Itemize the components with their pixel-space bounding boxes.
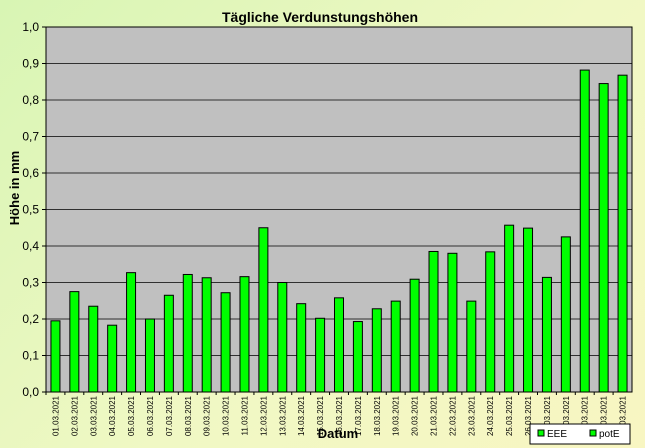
x-tick-label: 23.03.2021 bbox=[467, 395, 476, 436]
bar bbox=[258, 227, 269, 393]
x-tick-label: 03.03.2021 bbox=[89, 395, 98, 436]
y-tick-label: 0,3 bbox=[22, 276, 39, 290]
x-tick-label: 12.03.2021 bbox=[259, 395, 268, 436]
bar bbox=[296, 303, 307, 393]
x-tick-label: 31.03.2021 bbox=[619, 395, 628, 436]
legend-swatch-pote bbox=[589, 429, 597, 437]
legend-label-eee: EEE bbox=[547, 429, 567, 440]
x-tick-label: 07.03.2021 bbox=[165, 395, 174, 436]
x-tick-label: 10.03.2021 bbox=[222, 395, 231, 436]
y-tick-label: 0,4 bbox=[22, 239, 39, 253]
x-tick-label: 22.03.2021 bbox=[448, 395, 457, 436]
bar bbox=[371, 308, 382, 393]
x-tick-label: 05.03.2021 bbox=[127, 395, 136, 436]
x-tick-label: 14.03.2021 bbox=[297, 395, 306, 436]
bar bbox=[239, 276, 250, 393]
x-tick-label: 20.03.2021 bbox=[411, 395, 420, 436]
legend: EEE potE bbox=[529, 423, 631, 445]
x-tick-label: 06.03.2021 bbox=[146, 395, 155, 436]
x-tick-label: 11.03.2021 bbox=[240, 395, 249, 435]
x-axis-label: Datum bbox=[318, 426, 358, 441]
x-tick-label: 04.03.2021 bbox=[108, 395, 117, 436]
y-axis-label: Höhe in mm bbox=[7, 151, 22, 225]
x-tick-label: 02.03.2021 bbox=[70, 395, 79, 436]
x-tick-label: 09.03.2021 bbox=[203, 395, 212, 436]
bar bbox=[560, 236, 571, 393]
bar bbox=[504, 224, 515, 393]
y-tick-label: 0,7 bbox=[22, 130, 39, 144]
bar bbox=[523, 227, 534, 393]
bar bbox=[598, 83, 609, 393]
y-tick-label: 0,6 bbox=[22, 166, 39, 180]
x-tick-label: 19.03.2021 bbox=[392, 395, 401, 436]
x-tick-label: 08.03.2021 bbox=[184, 395, 193, 436]
bar bbox=[182, 273, 193, 393]
bar bbox=[201, 277, 212, 393]
y-tick-label: 0,2 bbox=[22, 312, 39, 326]
x-tick-label: 27.03.2021 bbox=[543, 395, 552, 436]
bar bbox=[485, 251, 496, 393]
x-tick-label: 13.03.2021 bbox=[278, 395, 287, 436]
x-tick-label: 15.03.2021 bbox=[316, 395, 325, 436]
y-tick-label: 0,9 bbox=[22, 57, 39, 71]
x-tick-label: 18.03.2021 bbox=[373, 395, 382, 436]
x-tick-label: 16.03.2021 bbox=[335, 395, 344, 436]
legend-box bbox=[529, 423, 631, 445]
x-tick-label: 17.03.2021 bbox=[354, 395, 363, 436]
bar bbox=[352, 321, 363, 393]
bar bbox=[447, 252, 458, 393]
bar bbox=[163, 294, 174, 393]
y-axis-ticks: 0,0 0,1 0,2 0,3 0,4 0,5 0,6 0,7 0,8 0,9 1,0 bbox=[22, 20, 46, 399]
x-tick-label: 21.03.2021 bbox=[430, 395, 439, 436]
x-tick-label: 01.03.2021 bbox=[51, 395, 60, 436]
bar bbox=[409, 278, 420, 393]
legend-swatch-eee bbox=[537, 429, 545, 437]
bar bbox=[579, 69, 590, 393]
bar bbox=[220, 292, 231, 393]
x-tick-label: 24.03.2021 bbox=[486, 395, 495, 436]
bar bbox=[617, 74, 628, 393]
bar bbox=[50, 320, 61, 393]
y-tick-label: 0,8 bbox=[22, 93, 39, 107]
x-tick-label: 26.03.2021 bbox=[524, 395, 533, 436]
x-tick-label: 28.03.2021 bbox=[562, 395, 571, 436]
bar bbox=[144, 318, 155, 393]
bar bbox=[466, 300, 477, 393]
y-tick-label: 0,1 bbox=[22, 349, 39, 363]
x-tick-label: 29.03.2021 bbox=[581, 395, 590, 436]
x-tick-label: 30.03.2021 bbox=[600, 395, 609, 436]
y-tick-label: 0,0 bbox=[22, 385, 39, 399]
bar bbox=[315, 317, 326, 393]
bar bbox=[88, 305, 99, 393]
chart-title: Tägliche Verdunstungshöhen bbox=[222, 9, 418, 25]
bar bbox=[277, 282, 288, 393]
bar bbox=[390, 300, 401, 393]
y-tick-label: 0,5 bbox=[22, 203, 39, 217]
bar bbox=[69, 291, 80, 393]
legend-label-pote: potE bbox=[599, 429, 620, 440]
bar bbox=[107, 324, 118, 393]
x-axis-ticks: 01.03.2021 02.03.2021 03.03.2021 04.03.2021… bbox=[45, 392, 628, 436]
bar bbox=[126, 272, 137, 393]
bar bbox=[541, 276, 552, 393]
bar bbox=[428, 250, 439, 393]
bar bbox=[334, 297, 344, 393]
y-tick-label: 1,0 bbox=[22, 20, 39, 34]
x-tick-label: 25.03.2021 bbox=[505, 395, 514, 436]
